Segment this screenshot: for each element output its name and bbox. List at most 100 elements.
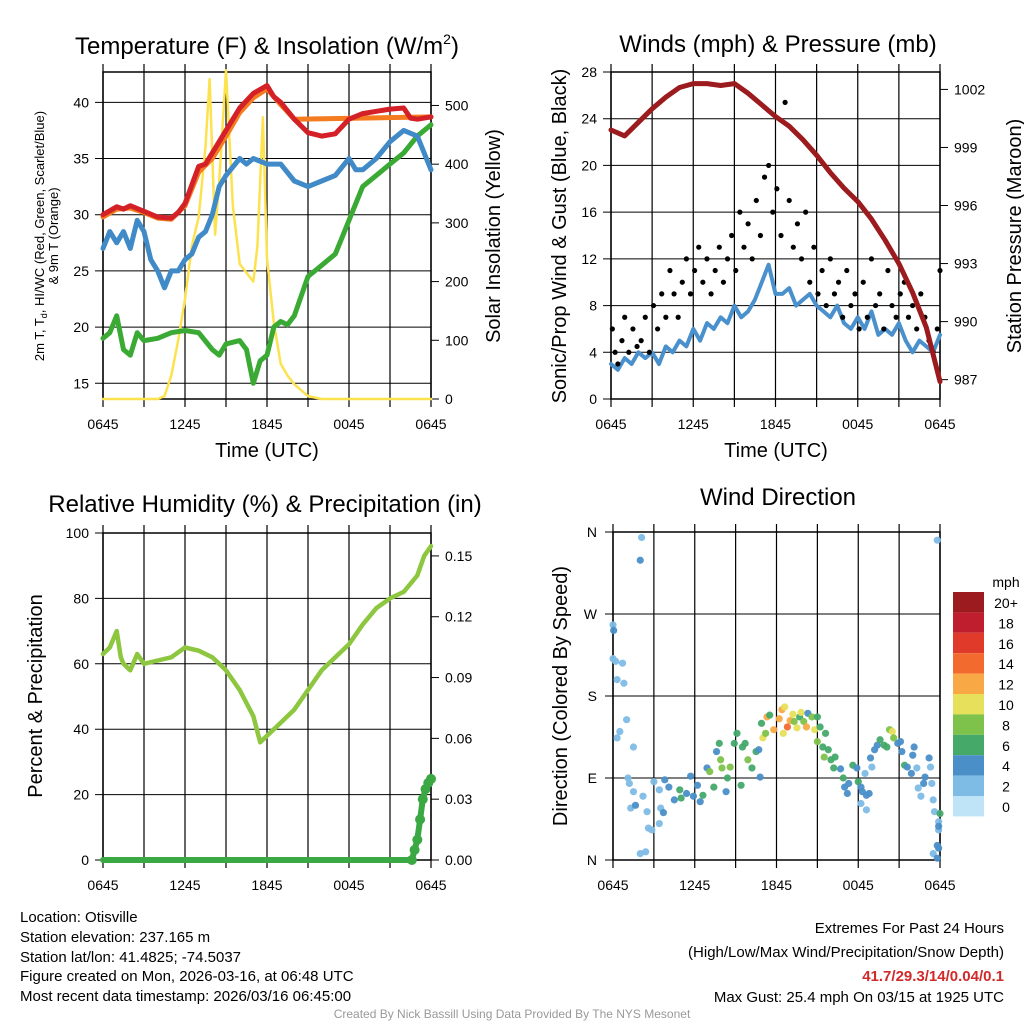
wind-direction-point bbox=[643, 808, 651, 816]
gust-point bbox=[642, 314, 648, 320]
x-tick-label: 1845 bbox=[251, 877, 282, 893]
precipitation-point bbox=[409, 844, 420, 855]
gust-point bbox=[704, 256, 710, 262]
wind-direction-point bbox=[853, 764, 861, 772]
y2-tick-label: 996 bbox=[954, 198, 978, 214]
wind-direction-point bbox=[866, 754, 875, 762]
wind-direction-point bbox=[928, 779, 936, 788]
wind-direction-point bbox=[631, 801, 640, 809]
gust-point bbox=[712, 267, 718, 274]
wind-direction-point bbox=[789, 710, 797, 718]
gust-point bbox=[753, 197, 759, 204]
gust-point bbox=[914, 326, 920, 332]
legend-swatch bbox=[953, 673, 984, 694]
y-tick-label: 12 bbox=[581, 251, 597, 267]
precipitation-point bbox=[415, 814, 426, 825]
wind-direction-point bbox=[936, 809, 944, 818]
y2-tick-label: 1002 bbox=[954, 81, 985, 97]
wind-direction-point bbox=[639, 792, 647, 800]
wind-direction-point bbox=[830, 764, 838, 772]
wind-direction-point bbox=[790, 717, 798, 726]
gust-point bbox=[650, 302, 657, 309]
legend-label: 8 bbox=[1002, 717, 1010, 733]
gust-point bbox=[679, 279, 685, 285]
wind-direction-point bbox=[783, 723, 792, 731]
x-tick-label: 1845 bbox=[760, 416, 791, 432]
wind-direction-point bbox=[909, 751, 917, 759]
wind-direction-point bbox=[813, 737, 821, 746]
footer: Location: Otisville Station elevation: 2… bbox=[20, 909, 1004, 1021]
wind-direction-point bbox=[756, 773, 764, 781]
credit-text: Created By Nick Bassill Using Data Provi… bbox=[334, 1007, 691, 1021]
wind-direction-point bbox=[696, 798, 704, 806]
gust-point bbox=[634, 343, 640, 350]
dewpoint-line bbox=[100, 122, 434, 386]
gust-point bbox=[619, 338, 625, 344]
insolation-ylabel: Solar Insolation (Yellow) bbox=[483, 129, 505, 343]
gust-point bbox=[700, 279, 706, 285]
legend-swatch bbox=[953, 714, 984, 735]
legend-label: 20+ bbox=[994, 595, 1018, 611]
wind-direction-point bbox=[612, 657, 620, 665]
wind-direction-point bbox=[836, 765, 845, 773]
wind-direction-point bbox=[865, 789, 873, 798]
wind-direction-point bbox=[793, 724, 801, 732]
gust-point bbox=[766, 162, 772, 169]
wind-direction-panel: Wind Direction Direction (Colored By Spe… bbox=[550, 484, 1020, 893]
wind-direction-point bbox=[921, 773, 929, 781]
y-tick-label: 100 bbox=[66, 525, 90, 541]
gust-point bbox=[889, 302, 895, 309]
max-gust-text: Max Gust: 25.4 mph On 03/15 at 1925 UTC bbox=[714, 989, 1004, 1006]
wind-direction-point bbox=[755, 746, 763, 754]
wind-direction-point bbox=[730, 739, 738, 747]
created-text: Figure created on Mon, 2026-03-16, at 06… bbox=[20, 968, 354, 985]
wind-direction-point bbox=[857, 799, 865, 808]
gust-point bbox=[937, 267, 943, 274]
gust-point bbox=[630, 326, 636, 332]
latlon-text: Station lat/lon: 41.4825; -74.5037 bbox=[20, 949, 241, 966]
wind-direction-point bbox=[925, 754, 933, 762]
wind-direction-point bbox=[819, 743, 827, 751]
gust-point bbox=[612, 349, 618, 355]
wind-direction-point bbox=[629, 788, 638, 796]
plot-area bbox=[95, 525, 439, 868]
gust-point bbox=[708, 291, 714, 297]
x-tick-label: 0645 bbox=[597, 877, 628, 893]
x-tick-label: 0645 bbox=[87, 416, 118, 432]
wind-direction-point bbox=[676, 786, 684, 794]
wind-direction-point bbox=[682, 789, 691, 798]
extremes-values: 41.7/29.3/14/0.04/0.1 bbox=[862, 968, 1004, 985]
direction-tick-label: N bbox=[587, 852, 597, 868]
precipitation-point bbox=[417, 794, 428, 805]
wind-direction-point bbox=[824, 746, 832, 754]
wind-direction-point bbox=[935, 822, 943, 830]
temperature-xlabel: Time (UTC) bbox=[215, 440, 319, 462]
gust-point bbox=[774, 186, 780, 192]
legend-swatch bbox=[953, 755, 984, 776]
wind-direction-point bbox=[665, 783, 673, 791]
gust-point bbox=[856, 326, 862, 332]
wind-direction-point bbox=[655, 819, 663, 828]
gust-point bbox=[659, 291, 665, 297]
wind-direction-point bbox=[689, 792, 697, 800]
extremes-legend: (High/Low/Max Wind/Precipitation/Snow De… bbox=[688, 944, 1004, 961]
direction-tick-label: E bbox=[588, 770, 597, 786]
wind-direction-point bbox=[757, 719, 766, 727]
wind-direction-point bbox=[650, 778, 658, 786]
wind-direction-point bbox=[873, 741, 881, 749]
gust-point bbox=[716, 244, 722, 250]
wind-direction-point bbox=[913, 764, 921, 772]
wind-direction-point bbox=[726, 763, 734, 771]
wind-direction-point bbox=[779, 729, 787, 737]
gust-point bbox=[741, 244, 747, 250]
legend-label: 2 bbox=[1002, 779, 1010, 795]
y-tick-label: 30 bbox=[73, 207, 89, 223]
x-tick-label: 0045 bbox=[333, 416, 364, 432]
y2-tick-label: 0.15 bbox=[445, 548, 472, 564]
wind-direction-point bbox=[623, 716, 631, 724]
wind-direction-point bbox=[888, 727, 896, 736]
y-tick-label: 8 bbox=[589, 298, 597, 314]
y-tick-label: 16 bbox=[581, 204, 597, 220]
temperature-ylabel: 2m T, Td, HI/WC (Red, Green, Scarlet/Blu… bbox=[32, 111, 49, 361]
